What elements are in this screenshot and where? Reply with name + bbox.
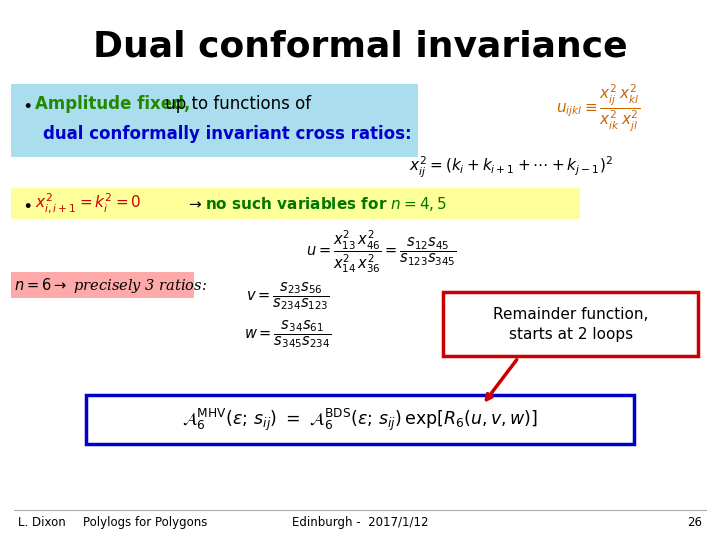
Text: Amplitude fixed,: Amplitude fixed, xyxy=(35,94,190,113)
Text: Edinburgh -  2017/1/12: Edinburgh - 2017/1/12 xyxy=(292,516,428,529)
Text: $\rightarrow$: $\rightarrow$ xyxy=(186,196,203,211)
Text: $x_{ij}^2 = (k_i + k_{i+1} + \cdots + k_{j-1})^2$: $x_{ij}^2 = (k_i + k_{i+1} + \cdots + k_… xyxy=(409,155,613,180)
Text: $u_{ijkl} \equiv \dfrac{x_{ij}^2\,x_{kl}^2}{x_{ik}^2\,x_{jl}^2}$: $u_{ijkl} \equiv \dfrac{x_{ij}^2\,x_{kl}… xyxy=(556,83,639,133)
Text: $n=6 \rightarrow$ precisely 3 ratios:: $n=6 \rightarrow$ precisely 3 ratios: xyxy=(14,275,207,295)
FancyBboxPatch shape xyxy=(86,395,634,444)
Text: $\bullet$: $\bullet$ xyxy=(22,94,31,113)
Text: Dual conformal invariance: Dual conformal invariance xyxy=(93,30,627,64)
FancyBboxPatch shape xyxy=(11,272,194,298)
Text: $\mathcal{A}_6^{\mathrm{MHV}}(\epsilon;\,s_{ij})\ =\ \mathcal{A}_6^{\mathrm{BDS}: $\mathcal{A}_6^{\mathrm{MHV}}(\epsilon;\… xyxy=(182,407,538,433)
FancyBboxPatch shape xyxy=(443,292,698,356)
Text: L. Dixon: L. Dixon xyxy=(18,516,66,529)
Text: 26: 26 xyxy=(687,516,702,529)
Text: Remainder function,: Remainder function, xyxy=(493,307,649,322)
Text: $\bullet$: $\bullet$ xyxy=(22,194,31,213)
Text: $x_{i,i+1}^2 = k_i^2 = 0$: $x_{i,i+1}^2 = k_i^2 = 0$ xyxy=(35,192,141,215)
Text: $v = \dfrac{s_{23}s_{56}}{s_{234}s_{123}}$: $v = \dfrac{s_{23}s_{56}}{s_{234}s_{123}… xyxy=(246,280,330,312)
Text: no such variables for $n=4,5$: no such variables for $n=4,5$ xyxy=(205,194,447,213)
Text: $u = \dfrac{x_{13}^2\,x_{46}^2}{x_{14}^2\,x_{36}^2} = \dfrac{s_{12}s_{45}}{s_{12: $u = \dfrac{x_{13}^2\,x_{46}^2}{x_{14}^2… xyxy=(306,228,457,274)
Text: up to functions of: up to functions of xyxy=(160,94,311,113)
FancyBboxPatch shape xyxy=(11,188,580,219)
Text: dual conformally invariant cross ratios:: dual conformally invariant cross ratios: xyxy=(43,125,412,143)
FancyBboxPatch shape xyxy=(11,84,418,157)
Text: starts at 2 loops: starts at 2 loops xyxy=(509,327,633,342)
Text: Polylogs for Polygons: Polylogs for Polygons xyxy=(83,516,207,529)
Text: $w = \dfrac{s_{34}s_{61}}{s_{345}s_{234}}$: $w = \dfrac{s_{34}s_{61}}{s_{345}s_{234}… xyxy=(244,318,332,350)
